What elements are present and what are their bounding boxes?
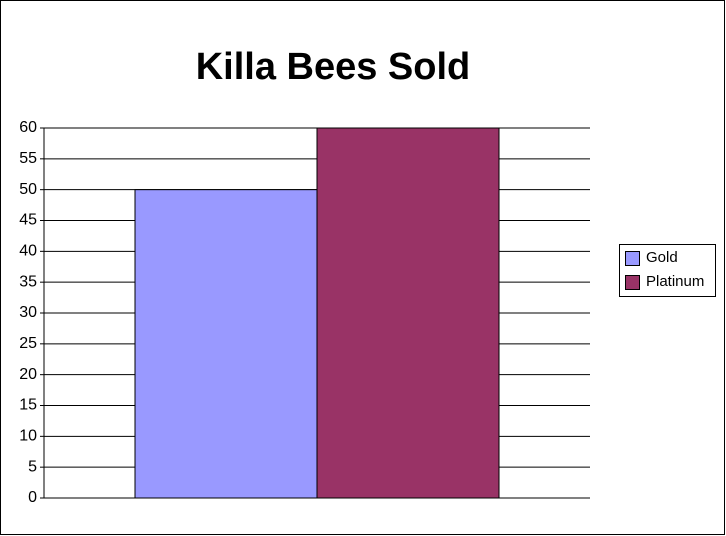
bar <box>316 127 500 499</box>
legend-label: Gold <box>646 249 678 266</box>
legend-swatch <box>625 275 640 290</box>
y-tick-label: 40 <box>19 243 37 260</box>
chart-title: Killa Bees Sold <box>196 46 471 88</box>
legend-label: Platinum <box>646 273 704 290</box>
y-tick-label: 50 <box>19 181 37 198</box>
y-tick-label: 5 <box>28 458 37 475</box>
legend-swatch <box>625 251 640 266</box>
y-tick-label: 25 <box>19 335 37 352</box>
y-tick-label: 35 <box>19 273 37 290</box>
bar <box>134 189 318 499</box>
y-tick-label: 55 <box>19 150 37 167</box>
y-tick-label: 10 <box>19 428 37 445</box>
y-tick-label: 0 <box>28 489 37 506</box>
y-tick-label: 60 <box>19 119 37 136</box>
y-tick-label: 30 <box>19 304 37 321</box>
y-tick-label: 15 <box>19 397 37 414</box>
y-tick-label: 45 <box>19 212 37 229</box>
y-tick-label: 20 <box>19 366 37 383</box>
